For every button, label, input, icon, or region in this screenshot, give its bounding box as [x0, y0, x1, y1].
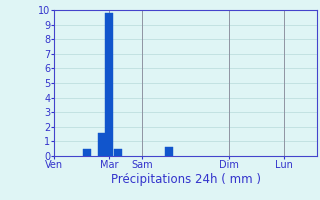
Bar — [114, 149, 122, 156]
X-axis label: Précipitations 24h ( mm ): Précipitations 24h ( mm ) — [111, 173, 260, 186]
Bar — [98, 133, 105, 156]
Bar — [84, 149, 91, 156]
Bar — [165, 147, 173, 156]
Bar — [105, 13, 113, 156]
